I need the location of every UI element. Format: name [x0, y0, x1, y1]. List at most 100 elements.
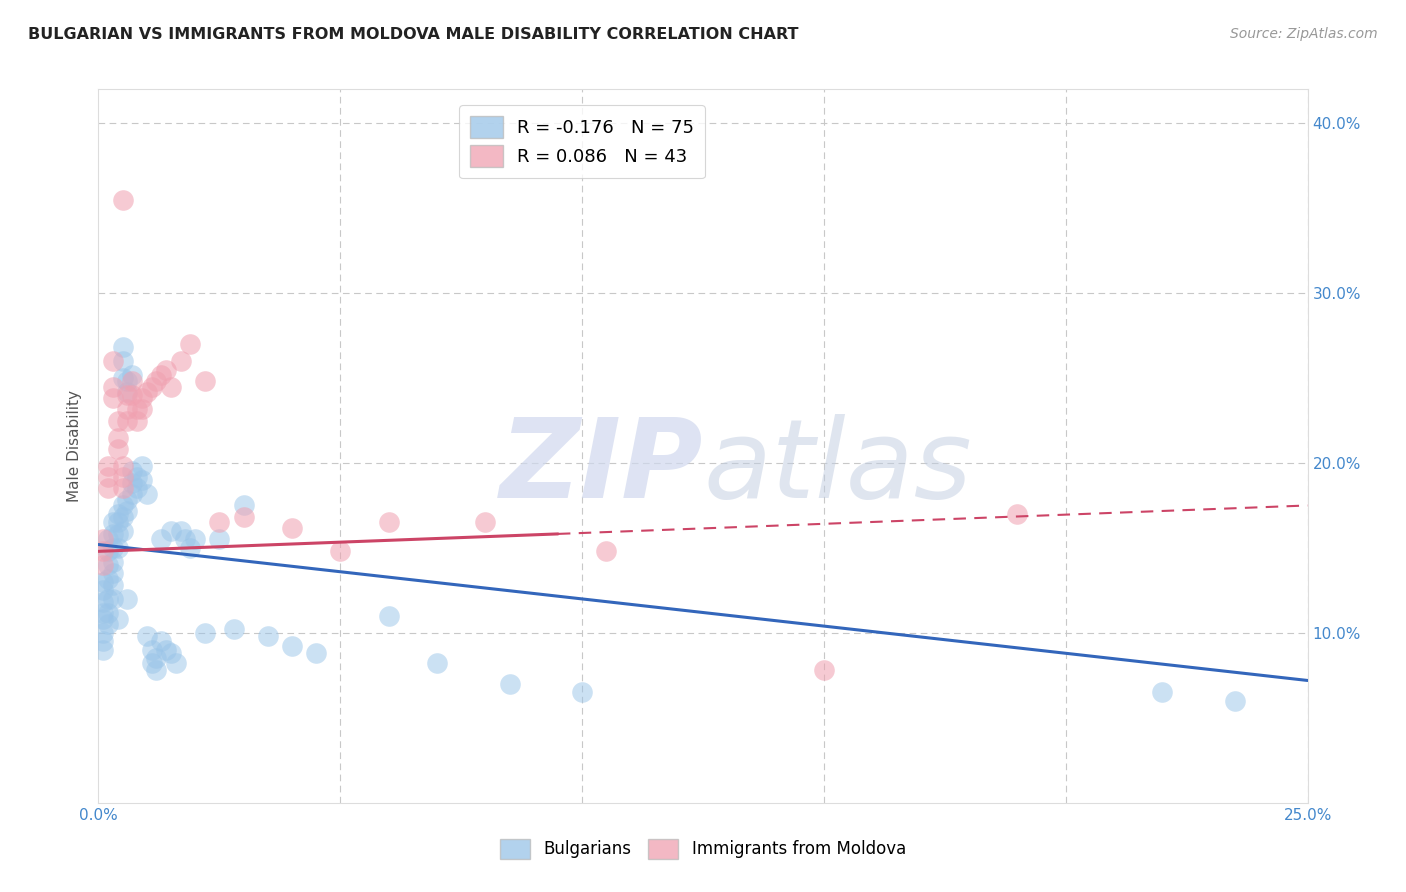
Point [208, 533, 231, 547]
Point [107, 516, 129, 530]
Point [127, 482, 149, 496]
Point [131, 473, 153, 487]
Point [101, 379, 124, 393]
Point [1223, 694, 1246, 708]
Point [222, 623, 245, 637]
Point [101, 578, 124, 592]
Point [150, 634, 173, 648]
Point [135, 486, 157, 500]
Point [111, 193, 134, 207]
Point [141, 379, 163, 393]
Point [107, 541, 129, 555]
Point [91, 595, 114, 609]
Point [1152, 685, 1174, 699]
Point [111, 524, 134, 538]
Point [121, 476, 143, 491]
Point [131, 401, 153, 416]
Point [150, 533, 173, 547]
Point [256, 629, 278, 643]
Point [101, 541, 124, 555]
Point [91, 574, 114, 589]
Point [377, 608, 399, 623]
Point [111, 371, 134, 385]
Point [97, 558, 120, 572]
Point [121, 368, 143, 382]
Text: ZIP: ZIP [499, 414, 703, 521]
Point [169, 354, 191, 368]
Point [474, 516, 496, 530]
Text: BULGARIAN VS IMMIGRANTS FROM MOLDOVA MALE DISABILITY CORRELATION CHART: BULGARIAN VS IMMIGRANTS FROM MOLDOVA MAL… [28, 27, 799, 42]
Point [97, 606, 120, 620]
Point [179, 541, 201, 555]
Point [117, 384, 139, 399]
Point [160, 379, 183, 393]
Point [127, 469, 149, 483]
Point [121, 375, 143, 389]
Point [101, 354, 124, 368]
Point [377, 516, 399, 530]
Point [111, 341, 134, 355]
Point [91, 533, 114, 547]
Point [91, 626, 114, 640]
Point [97, 617, 120, 632]
Point [101, 527, 124, 541]
Point [155, 643, 177, 657]
Point [111, 482, 134, 496]
Point [232, 510, 254, 524]
Point [97, 572, 120, 586]
Point [117, 388, 139, 402]
Text: atlas: atlas [703, 414, 972, 521]
Point [117, 503, 139, 517]
Point [97, 591, 120, 606]
Point [91, 612, 114, 626]
Point [135, 629, 157, 643]
Point [107, 430, 129, 444]
Point [111, 510, 134, 524]
Point [145, 651, 167, 665]
Y-axis label: Male Disability: Male Disability [67, 390, 83, 502]
Point [813, 663, 835, 677]
Point [101, 566, 124, 581]
Point [111, 459, 134, 474]
Point [97, 482, 120, 496]
Point [101, 555, 124, 569]
Point [107, 442, 129, 457]
Point [117, 401, 139, 416]
Point [111, 354, 134, 368]
Point [141, 643, 163, 657]
Point [91, 643, 114, 657]
Point [141, 657, 163, 671]
Point [121, 465, 143, 479]
Point [91, 544, 114, 558]
Point [232, 499, 254, 513]
Point [281, 520, 304, 534]
Point [97, 469, 120, 483]
Point [165, 657, 187, 671]
Point [101, 392, 124, 406]
Point [127, 401, 149, 416]
Point [150, 368, 173, 382]
Point [145, 663, 167, 677]
Point [117, 413, 139, 427]
Point [91, 558, 114, 572]
Point [97, 459, 120, 474]
Point [121, 388, 143, 402]
Point [107, 612, 129, 626]
Point [208, 516, 231, 530]
Point [281, 640, 304, 654]
Point [121, 486, 143, 500]
Point [107, 413, 129, 427]
Point [194, 375, 217, 389]
Point [91, 634, 114, 648]
Point [160, 524, 183, 538]
Point [145, 375, 167, 389]
Point [179, 337, 201, 351]
Point [194, 626, 217, 640]
Point [117, 591, 139, 606]
Point [571, 685, 593, 699]
Text: Source: ZipAtlas.com: Source: ZipAtlas.com [1230, 27, 1378, 41]
Point [117, 375, 139, 389]
Point [101, 591, 124, 606]
Point [184, 533, 207, 547]
Point [160, 646, 183, 660]
